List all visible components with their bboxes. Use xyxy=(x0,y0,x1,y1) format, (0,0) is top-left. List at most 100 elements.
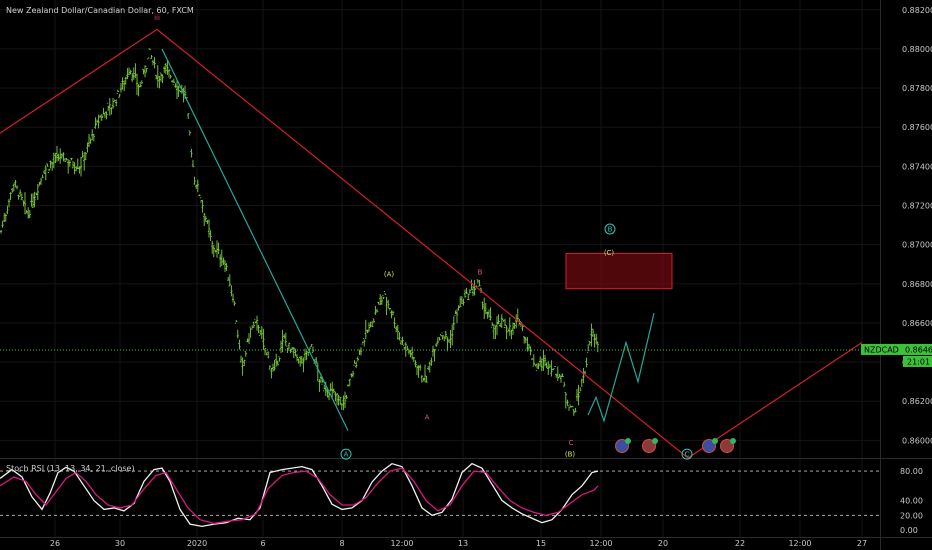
price-bar xyxy=(478,279,481,287)
price-bar xyxy=(207,219,211,238)
price-bar xyxy=(129,69,132,75)
price-bar xyxy=(356,356,359,362)
price-bar xyxy=(403,344,406,350)
price-tick-label: 0.87600 xyxy=(902,123,932,132)
price-bar xyxy=(63,158,67,163)
symbol-tag-text: NZDCAD xyxy=(864,345,899,354)
price-bar xyxy=(151,60,155,66)
time-tick-label: 13 xyxy=(458,539,468,548)
price-bar xyxy=(387,299,390,309)
price-bar xyxy=(332,388,335,394)
price-bar xyxy=(265,350,268,356)
price-bar xyxy=(561,373,564,377)
price-bar xyxy=(251,325,254,330)
price-bar xyxy=(281,329,284,353)
price-bar xyxy=(526,337,529,352)
price-bar xyxy=(307,351,310,356)
price-bar xyxy=(177,85,180,97)
price-bar xyxy=(113,99,116,103)
price-bar xyxy=(443,336,446,342)
price-bar xyxy=(222,257,225,265)
price-bar xyxy=(529,346,532,356)
price-bar xyxy=(385,296,388,316)
price-bar xyxy=(459,296,462,308)
price-bar xyxy=(556,366,559,381)
price-bar xyxy=(89,137,92,144)
price-bar xyxy=(105,111,108,120)
price-bar xyxy=(342,395,345,411)
price-bar xyxy=(372,318,375,324)
price-bar xyxy=(206,220,209,225)
price-bar xyxy=(273,359,276,371)
wave-lines xyxy=(0,28,880,459)
price-bar xyxy=(47,168,51,173)
event-badge-icon xyxy=(712,438,718,444)
price-bar xyxy=(582,368,585,384)
price-bar xyxy=(121,77,124,90)
price-tick-label: 0.86800 xyxy=(902,280,932,289)
price-bar xyxy=(423,364,427,383)
price-bar xyxy=(175,80,179,99)
price-bar xyxy=(59,148,62,164)
stoch-tick-label: 80.00 xyxy=(900,467,923,476)
time-tick-label: 6 xyxy=(260,539,265,548)
price-bar xyxy=(81,150,84,159)
time-tick-label: 12:00 xyxy=(390,539,413,548)
price-bar xyxy=(363,337,366,347)
time-tick-label: 8 xyxy=(339,539,344,548)
price-bar xyxy=(204,215,207,222)
price-bar xyxy=(412,356,415,363)
price-bar xyxy=(116,89,119,94)
price-bar xyxy=(407,349,411,355)
price-bar xyxy=(441,332,444,340)
price-bar xyxy=(492,324,495,340)
price-bar xyxy=(467,293,470,300)
price-bar xyxy=(123,80,126,92)
price-bar xyxy=(516,308,519,322)
price-bar xyxy=(155,74,158,80)
price-bar xyxy=(545,362,548,369)
time-tick-label: 20 xyxy=(658,539,668,548)
price-bar xyxy=(491,322,494,328)
price-bar xyxy=(12,183,15,192)
stoch-title: Stoch RSI (13, 13, 34, 21, close) xyxy=(6,464,135,473)
price-bar xyxy=(539,356,542,367)
price-bar xyxy=(558,373,561,378)
stoch-tick-label: 0.00 xyxy=(900,526,918,535)
price-bar xyxy=(239,355,243,363)
price-bar xyxy=(574,408,577,414)
price-bar xyxy=(460,296,463,305)
price-bar xyxy=(39,178,43,186)
price-bar xyxy=(521,325,524,332)
price-bar xyxy=(572,409,575,416)
price-bar xyxy=(1,220,4,228)
price-bar xyxy=(153,57,156,69)
time-tick-label: 26 xyxy=(50,539,60,548)
price-bar xyxy=(343,391,347,409)
price-bar xyxy=(486,311,489,319)
price-bar xyxy=(156,65,159,88)
chart-title: New Zealand Dollar/Canadian Dollar, 60, … xyxy=(6,6,194,15)
countdown-tag-text: 21:01 xyxy=(907,357,930,366)
price-bar xyxy=(481,301,484,310)
price-bar xyxy=(70,157,73,161)
price-bar xyxy=(7,198,11,208)
event-icon xyxy=(642,439,656,453)
price-tick-label: 0.88200 xyxy=(902,6,932,15)
wave-labels: iii (A) A B C (B) (C) A B C xyxy=(154,14,736,460)
price-bar xyxy=(227,276,230,281)
price-bar xyxy=(366,329,369,334)
price-bar xyxy=(302,357,305,373)
wave-label: A xyxy=(425,413,430,421)
price-bar xyxy=(49,160,52,169)
price-bar xyxy=(68,160,71,167)
wave-label: C xyxy=(685,451,690,459)
price-bar xyxy=(595,333,598,345)
price-bar xyxy=(223,260,227,273)
price-bar xyxy=(235,320,238,324)
price-tick-label: 0.87000 xyxy=(902,241,932,250)
price-bar xyxy=(100,113,103,122)
price-bar xyxy=(567,405,571,411)
